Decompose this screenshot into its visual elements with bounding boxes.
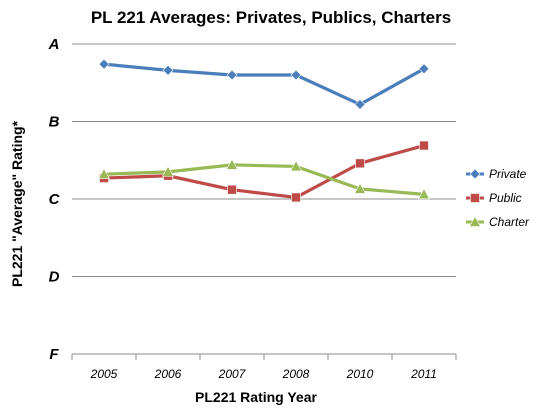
series-private [98, 58, 430, 110]
series-layer [97, 58, 431, 203]
y-tick-labels: A B C D F [48, 36, 61, 363]
legend-item-charter: Charter [466, 215, 530, 229]
point-public-2008 [291, 192, 301, 203]
point-private-2007 [226, 69, 238, 81]
x-tick-2005: 2005 [90, 367, 118, 381]
point-private-2008 [290, 69, 302, 81]
point-public-2011 [419, 140, 429, 151]
y-tick-f: F [49, 346, 59, 363]
series-line-public [103, 143, 425, 200]
point-charter-2005 [97, 168, 111, 179]
x-tick-2011: 2011 [410, 367, 437, 381]
legend: Private Public Charter [466, 167, 530, 229]
chart-title: PL 221 Averages: Privates, Publics, Char… [91, 8, 451, 27]
y-tick-c: C [49, 191, 61, 208]
point-charter-2007 [225, 158, 239, 170]
legend-marker-private [469, 168, 481, 180]
point-private-2010 [354, 99, 366, 110]
x-tick-2008: 2008 [282, 367, 310, 381]
y-axis-title: PL221 "Average" Rating* [9, 120, 25, 287]
series-charter [97, 158, 431, 200]
point-public-2010 [355, 158, 365, 169]
y-tick-a: A [48, 36, 60, 53]
point-charter-2011 [417, 188, 431, 200]
legend-label-charter: Charter [489, 215, 530, 229]
x-tick-2006: 2006 [154, 367, 182, 381]
x-tick-labels: 2005 2006 2007 2008 2010 2011 [90, 367, 437, 381]
x-tick-2010: 2010 [346, 367, 374, 381]
point-private-2005 [98, 58, 110, 70]
point-charter-2008 [289, 160, 303, 172]
point-private-2006 [162, 64, 174, 76]
legend-item-public: Public [466, 191, 522, 205]
grid [71, 43, 457, 360]
legend-marker-public [470, 193, 480, 203]
point-charter-2006 [161, 165, 175, 177]
legend-label-public: Public [489, 191, 522, 205]
series-line-charter [103, 163, 425, 196]
y-tick-b: B [49, 114, 60, 131]
legend-label-private: Private [489, 167, 527, 181]
point-charter-2010 [353, 182, 367, 194]
legend-item-private: Private [466, 167, 527, 181]
legend-marker-charter [468, 215, 482, 227]
point-public-2007 [227, 184, 237, 195]
x-axis-title: PL221 Rating Year [195, 389, 317, 405]
x-tick-2007: 2007 [218, 367, 247, 381]
series-line-private [103, 62, 425, 107]
point-private-2011 [418, 63, 430, 75]
y-tick-d: D [49, 269, 60, 286]
